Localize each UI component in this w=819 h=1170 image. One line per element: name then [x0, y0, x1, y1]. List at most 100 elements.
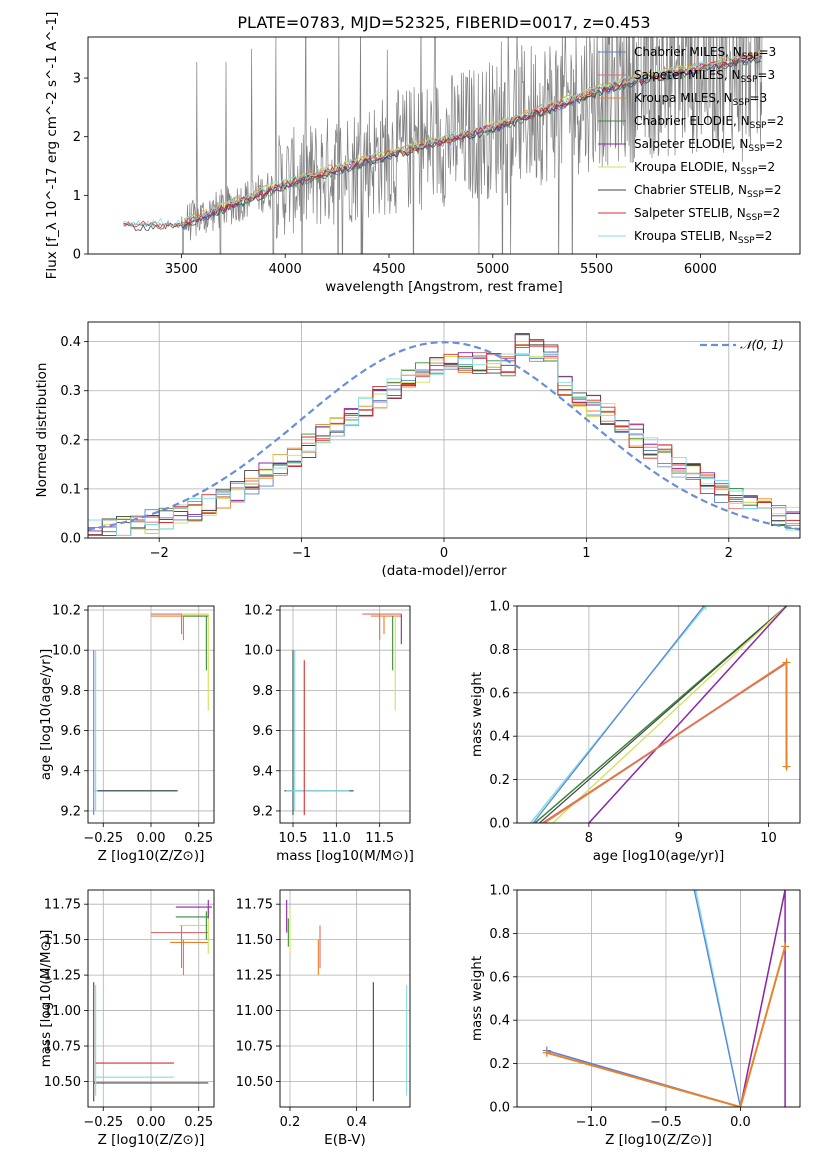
x-tick-label: 0.00	[137, 831, 166, 846]
model-spectrum-line	[181, 54, 763, 231]
mass-vs-Z-xlabel: Z [log10(Z/Z⊙)]	[98, 1132, 205, 1148]
x-tick-label: 2	[725, 546, 733, 561]
normal-curve	[88, 341, 800, 531]
y-tick-label: 11.25	[236, 969, 273, 984]
x-tick-label: −0.25	[83, 1115, 123, 1130]
weight-vs-age-content	[529, 606, 791, 823]
age-vs-mass-grid	[280, 606, 410, 823]
y-tick-label: 9.8	[60, 684, 81, 699]
weight-vs-Z-grid	[517, 889, 800, 1108]
x-tick-label: 11.5	[365, 831, 394, 846]
x-tick-label: 0.25	[184, 1115, 213, 1130]
age-vs-Z-ylabel: age [log10(age/yr)]	[38, 649, 54, 781]
y-tick-label: 0.6	[489, 686, 510, 701]
x-tick-label: −0.5	[650, 1115, 682, 1130]
x-tick-label: 5500	[580, 262, 613, 277]
y-tick-label: 10.2	[52, 604, 81, 619]
residual-histogram	[88, 352, 800, 536]
panel-weight-vs-Z: −1.0 −0.5 0.0 0.0 0.2 0.4 0.6 0.8 1.0 Z [log10(Z/…	[469, 884, 801, 1148]
x-tick-label: 1	[582, 546, 590, 561]
spectrum-legend: Chabrier MILES, NSSP=3 Salpeter MILES, NS…	[598, 45, 784, 246]
legend-entry: Kroupa MILES, NSSP=3	[634, 91, 767, 108]
legend-entry: Kroupa ELODIE, NSSP=2	[634, 160, 775, 177]
mass-vs-EBV-grid	[280, 890, 410, 1107]
y-tick-label: 0.4	[60, 335, 81, 350]
y-tick-label: 11.00	[236, 1004, 273, 1019]
weight-vs-Z-frame	[516, 889, 801, 1108]
age-vs-Z-frame	[87, 605, 215, 824]
mass-vs-EBV-frame	[279, 889, 411, 1108]
mass-vs-Z-grid	[88, 890, 214, 1107]
weight-marker	[782, 762, 791, 771]
weight-vs-Z-content	[542, 890, 790, 1107]
residuals-xlabel: (data-model)/error	[381, 563, 507, 579]
x-tick-label: −1.0	[576, 1115, 608, 1130]
model-spectrum-line	[123, 53, 762, 230]
observed-spectrum	[123, 37, 763, 254]
x-tick-label: 3500	[165, 262, 198, 277]
y-tick-label: 10.75	[44, 1040, 81, 1055]
y-tick-label: 1	[73, 189, 81, 204]
y-tick-label: 2	[73, 130, 81, 145]
model-spectrum-line	[123, 50, 762, 228]
y-tick-label: 11.50	[44, 933, 81, 948]
residuals-frame	[87, 321, 801, 539]
panel-spectrum: Chabrier MILES, NSSP=3 Salpeter MILES, NS…	[44, 12, 801, 295]
y-tick-label: 0.1	[60, 482, 81, 497]
y-tick-label: 9.6	[60, 724, 81, 739]
panel-mass-vs-Z: −0.25 0.00 0.25 10.50 10.75 11.00 11.25 11.50 11…	[38, 889, 215, 1148]
mass-vs-Z-ylabel: mass [log10(M/M⊙)]	[38, 930, 54, 1068]
y-tick-label: 0.0	[489, 1101, 510, 1116]
legend-entry: Chabrier ELODIE, NSSP=2	[634, 114, 784, 131]
y-tick-label: 10.0	[52, 644, 81, 659]
y-tick-label: 11.75	[44, 898, 81, 913]
legend-entry: Salpeter STELIB, NSSP=2	[634, 206, 780, 223]
x-tick-label: 0.2	[280, 1115, 301, 1130]
weight-marker	[781, 942, 790, 951]
y-tick-label: 10.0	[244, 644, 273, 659]
x-tick-label: 10	[760, 831, 777, 846]
y-tick-label: 1.0	[489, 884, 510, 899]
y-tick-label: 0.0	[489, 817, 510, 832]
x-tick-label: 8	[585, 831, 593, 846]
x-tick-label: 0.00	[137, 1115, 166, 1130]
x-tick-label: 10.5	[279, 831, 308, 846]
age-vs-Z-content	[93, 613, 209, 815]
weight-marker	[542, 1048, 551, 1057]
cumulative-weight-line	[693, 890, 741, 1107]
y-tick-label: 3	[73, 72, 81, 87]
weight-vs-age-ylabel: mass weight	[469, 672, 485, 757]
legend-entry: Chabrier MILES, NSSP=3	[634, 45, 776, 62]
spectrum-ylabel: Flux [f_λ 10^-17 erg cm^-2 s^-1 A^-1]	[44, 12, 60, 280]
weight-marker	[701, 606, 710, 610]
y-tick-label: 0	[73, 248, 81, 263]
y-tick-label: 11.25	[44, 969, 81, 984]
y-tick-label: 0.4	[489, 730, 510, 745]
y-tick-label: 10.50	[44, 1075, 81, 1090]
y-tick-label: 11.75	[236, 898, 273, 913]
legend-entry: Chabrier STELIB, NSSP=2	[634, 183, 782, 200]
y-tick-label: 0.8	[489, 643, 510, 658]
mass-vs-EBV-xlabel: E(B-V)	[324, 1132, 366, 1148]
x-tick-label: 5000	[476, 262, 509, 277]
cumulative-weight-line	[739, 890, 786, 1107]
legend-entry: Salpeter ELODIE, NSSP=2	[634, 137, 783, 154]
residuals-content: 𝒩(0, 1)	[88, 333, 800, 536]
cumulative-weight-line	[552, 606, 787, 823]
y-tick-label: 0.8	[489, 927, 510, 942]
residuals-ylabel: Normed distribution	[34, 363, 50, 498]
legend-entry: Kroupa STELIB, NSSP=2	[634, 229, 772, 246]
x-tick-label: −0.25	[83, 831, 123, 846]
spectrum-xlabel: wavelength [Angstrom, rest frame]	[325, 279, 563, 295]
panel-age-vs-Z: −0.25 0.00 0.25 9.2 9.4 9.6 9.8 10.0 10.2 Z [log1…	[38, 604, 215, 864]
model-spectrum-line	[181, 55, 762, 225]
weight-marker	[691, 890, 700, 894]
x-tick-label: −2	[150, 546, 169, 561]
y-tick-label: 9.4	[60, 764, 81, 779]
cumulative-weight-line	[588, 606, 788, 823]
mass-vs-Z-content	[93, 899, 213, 1102]
y-tick-label: 0.4	[489, 1014, 510, 1029]
spectrum-frame	[87, 36, 801, 255]
y-tick-label: 0.6	[489, 970, 510, 985]
panel-residuals: 𝒩(0, 1) −2 −1 0 1 2 0.0 0.1 0.2 0.3 0.4 (data-model…	[34, 321, 801, 579]
